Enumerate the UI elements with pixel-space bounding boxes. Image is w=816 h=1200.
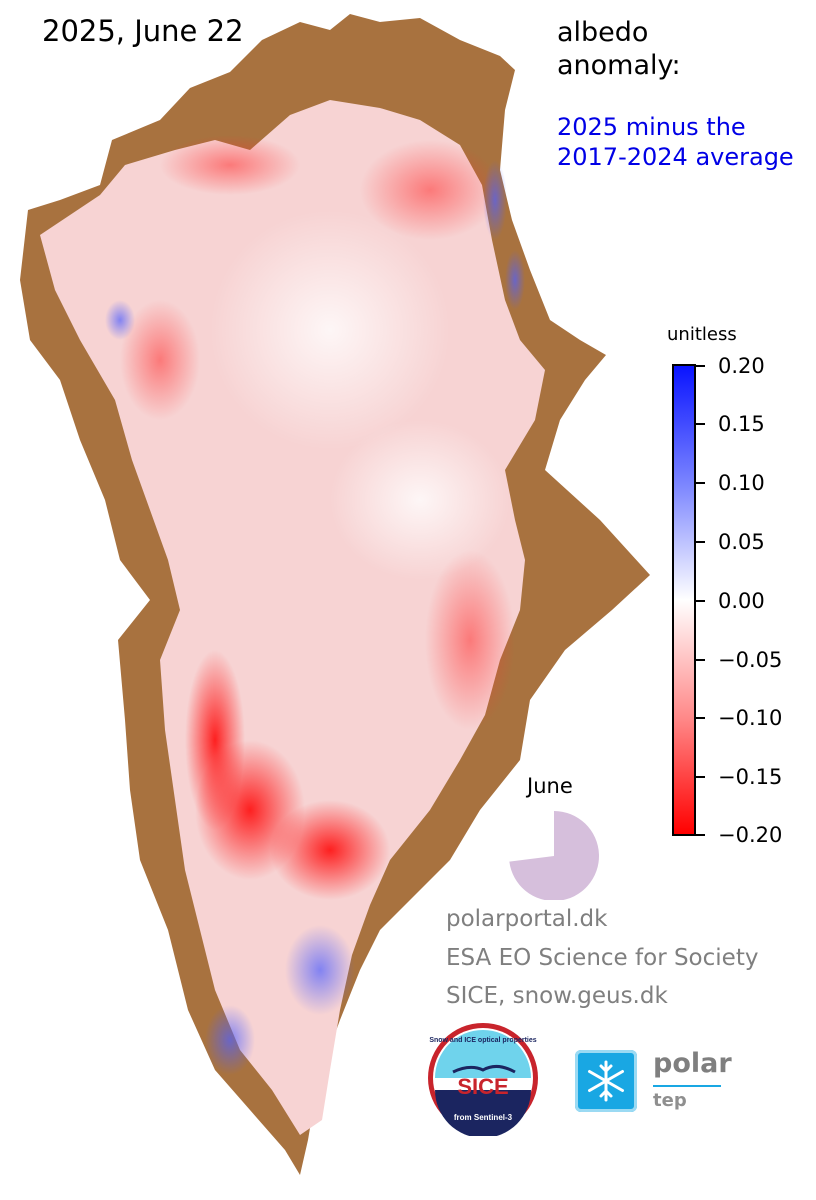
colorbar-tick: [696, 717, 705, 719]
subtitle-line2: 2017-2024 average: [557, 143, 794, 171]
snowflake-icon: [575, 1050, 637, 1112]
map-date-title: 2025, June 22: [42, 14, 244, 48]
colorbar-tick-label: −0.20: [718, 823, 783, 847]
colorbar-tick-label: −0.10: [718, 706, 783, 730]
colorbar-unit-label: unitless: [667, 324, 737, 345]
polar-tep-logo-name: polar: [653, 1048, 732, 1079]
anomaly-title-line2: anomaly:: [557, 50, 681, 81]
colorbar-tick-label: 0.05: [718, 530, 765, 554]
colorbar-tick: [696, 423, 705, 425]
month-progress-wedge: [509, 811, 599, 900]
subtitle-line1: 2025 minus the: [557, 113, 746, 141]
colorbar-tick-label: 0.10: [718, 471, 765, 495]
colorbar-tick-label: 0.20: [718, 354, 765, 378]
sice-logo-name: SICE: [457, 1074, 508, 1099]
polar-tep-logo-sub: tep: [653, 1090, 687, 1111]
colorbar-tick: [696, 834, 705, 836]
anomaly-title-line1: albedo: [557, 17, 649, 48]
colorbar: [672, 364, 696, 836]
anomaly-subtitle: 2025 minus the 2017-2024 average: [557, 112, 794, 172]
colorbar-tick-label: 0.15: [718, 412, 765, 436]
sice-logo-bottom-text: from Sentinel-3: [454, 1113, 513, 1122]
polar-tep-underline: [653, 1085, 721, 1087]
anomaly-title: albedo anomaly:: [557, 16, 681, 82]
colorbar-tick: [696, 600, 705, 602]
colorbar-tick: [696, 659, 705, 661]
sice-logo-top-text: Snow and ICE optical properties: [429, 1037, 536, 1044]
month-progress-label: June: [527, 774, 573, 798]
sice-logo: SICE Snow and ICE optical properties fro…: [428, 1023, 538, 1136]
credit-esa: ESA EO Science for Society: [446, 945, 759, 971]
colorbar-tick-label: −0.15: [718, 765, 783, 789]
colorbar-tick: [696, 776, 705, 778]
month-progress-pie: [509, 811, 599, 900]
credit-polarportal[interactable]: polarportal.dk: [446, 906, 608, 932]
colorbar-tick-label: 0.00: [718, 589, 765, 613]
credit-sice: SICE, snow.geus.dk: [446, 983, 668, 1009]
colorbar-tick-label: −0.05: [718, 648, 783, 672]
colorbar-tick: [696, 482, 705, 484]
colorbar-tick: [696, 541, 705, 543]
colorbar-tick: [696, 365, 705, 367]
